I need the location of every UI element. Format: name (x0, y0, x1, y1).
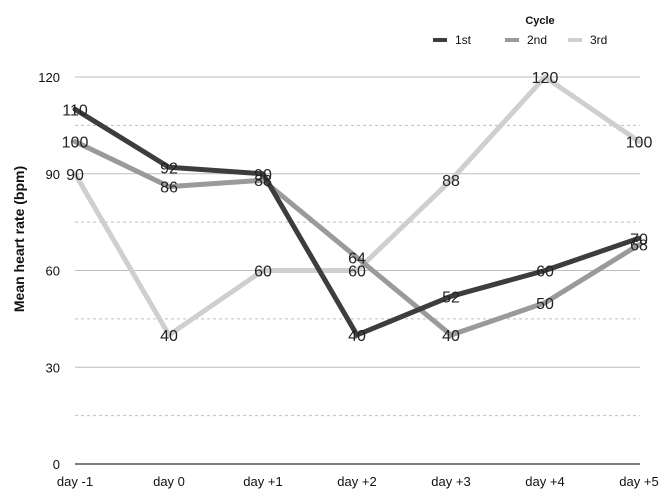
data-label: 90 (66, 167, 84, 184)
data-label: 88 (442, 173, 460, 190)
data-label: 52 (442, 289, 460, 306)
x-tick-label: day 0 (153, 474, 185, 489)
data-label: 120 (532, 70, 559, 87)
data-label: 100 (62, 135, 89, 152)
axes: 0 30 60 90 120 day -1 day 0 day +1 day +2 day +3 d… (38, 70, 658, 489)
data-labels: 110 92 90 40 52 60 70 100 86 88 64 40 50 68 90 40 60 60 88… (62, 70, 653, 345)
data-label: 68 (630, 238, 648, 255)
data-label: 60 (348, 264, 366, 281)
data-label: 92 (160, 160, 178, 177)
data-label: 86 (160, 180, 178, 197)
y-tick-label: 30 (46, 360, 60, 375)
x-tick-label: day +1 (243, 474, 282, 489)
x-tick-label: day +4 (525, 474, 564, 489)
legend-entry-label: 2nd (527, 33, 547, 47)
data-label: 60 (254, 264, 272, 281)
data-label: 40 (348, 328, 366, 345)
x-tick-label: day +5 (619, 474, 658, 489)
series-line-3rd (72, 74, 642, 338)
legend: Cycle 1st 2nd 3rd (433, 15, 607, 47)
data-label: 60 (536, 264, 554, 281)
data-label: 40 (160, 328, 178, 345)
series-lines (72, 74, 642, 338)
x-tick-label: day +3 (431, 474, 470, 489)
y-axis-label: Mean heart rate (bpm) (11, 166, 27, 312)
x-tick-label: day -1 (57, 474, 93, 489)
grid (75, 76, 640, 417)
data-label: 64 (348, 251, 366, 268)
series-line-2nd (72, 139, 642, 338)
y-tick-label: 90 (46, 167, 60, 182)
y-tick-label: 0 (53, 457, 60, 472)
y-tick-label: 120 (38, 70, 60, 85)
data-label: 88 (254, 173, 272, 190)
series-line-1st (72, 106, 642, 338)
x-tick-label: day +2 (337, 474, 376, 489)
data-label: 90 (254, 167, 272, 184)
data-label: 70 (630, 231, 648, 248)
y-tick-label: 60 (46, 264, 60, 279)
data-label: 100 (626, 135, 653, 152)
legend-entry-label: 1st (455, 33, 472, 47)
data-label: 110 (62, 102, 88, 119)
legend-title: Cycle (525, 15, 554, 27)
data-label: 40 (442, 328, 460, 345)
data-label: 50 (536, 296, 554, 313)
legend-entry-label: 3rd (590, 33, 607, 47)
